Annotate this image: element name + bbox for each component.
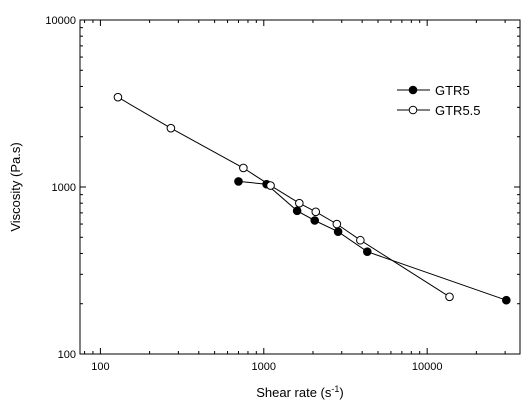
y-tick-label: 100 [58,349,76,361]
y-tick-label: 1000 [52,182,76,194]
series-line-gtr5 [238,180,507,301]
legend-marker-gtr5 [408,85,418,95]
axis-ticks [80,19,520,355]
data-point-gtr5 [292,206,302,216]
x-axis-title: Shear rate (s-1) [256,384,344,400]
tick-labels: 100 1000 10000 100 1000 10000 [45,15,442,373]
data-point-gtr5 [362,247,372,256]
data-point-gtr5-5 [332,219,342,229]
data-point-gtr5 [234,177,243,186]
data-point-gtr5-5 [445,292,454,302]
data-point-gtr5 [501,295,511,305]
data-point-gtr5-5 [295,198,304,208]
legend-label-gtr5-5: GTR5.5 [435,103,481,118]
y-axis-title: Viscosity (Pa.s) [8,142,23,231]
x-tick-label: 100 [91,361,109,373]
data-point-gtr5-5 [113,92,123,102]
series-lines [117,96,507,301]
series-points [113,92,511,305]
legend: GTR5 GTR5.5 [397,83,481,118]
y-tick-label: 10000 [45,15,76,27]
data-point-gtr5 [310,216,320,225]
data-point-gtr5 [333,227,343,236]
x-tick-label: 10000 [412,361,443,373]
data-point-gtr5-5 [356,235,365,245]
legend-marker-gtr5-5 [408,105,418,115]
data-point-gtr5-5 [311,207,321,217]
data-point-gtr5-5 [166,123,176,133]
data-point-gtr5-5 [239,163,248,173]
plot-frame [79,19,521,355]
x-tick-label: 1000 [252,361,276,373]
legend-label-gtr5: GTR5 [435,83,470,98]
data-point-gtr5-5 [266,181,275,190]
